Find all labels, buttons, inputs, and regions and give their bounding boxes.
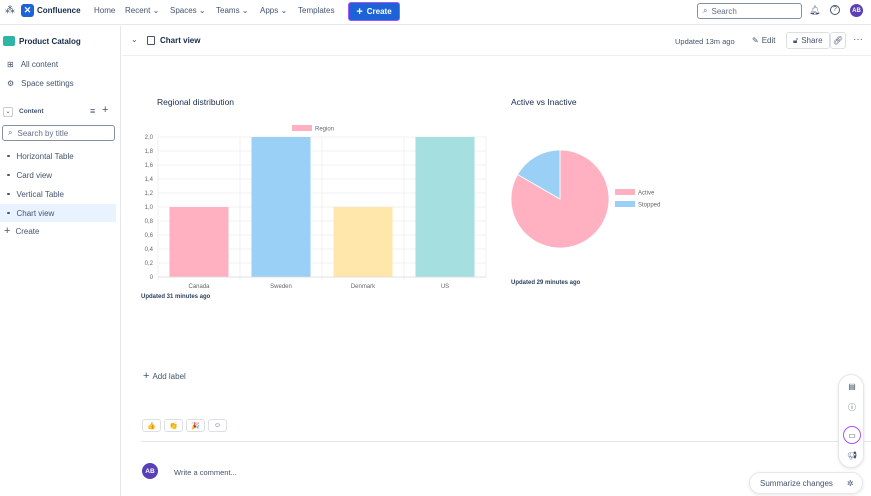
- collapse-chevron-icon[interactable]: ⌄: [3, 107, 13, 117]
- y-tick-label: 0,8: [145, 219, 154, 225]
- help-icon[interactable]: ?: [830, 5, 840, 15]
- sidebar-page-card-view[interactable]: Card view: [0, 166, 116, 184]
- reaction-clap[interactable]: 👏: [164, 419, 183, 432]
- plus-icon: +: [143, 370, 150, 382]
- confluence-logo-icon[interactable]: ✕: [21, 4, 34, 17]
- copy-link-button[interactable]: 🔗︎: [830, 32, 846, 49]
- more-options-icon[interactable]: ···: [853, 34, 863, 45]
- bell-icon[interactable]: 🔔︎: [809, 5, 821, 15]
- lock-icon: 🔓︎: [793, 35, 799, 45]
- chevron-down-icon[interactable]: ⌄: [131, 35, 138, 44]
- y-tick-label: 2,0: [145, 135, 154, 141]
- content-label: Content: [19, 108, 44, 115]
- nav-spaces[interactable]: Spaces ⌄: [170, 6, 206, 15]
- x-tick-label: Sweden: [270, 284, 292, 290]
- comment-input[interactable]: Write a comment...: [174, 468, 237, 477]
- edit-icon: ✎: [752, 36, 759, 45]
- comment-avatar: AB: [142, 463, 158, 479]
- bar-canada: [169, 207, 229, 277]
- y-tick-label: 0: [150, 275, 154, 281]
- reaction-party[interactable]: 🎉: [186, 419, 205, 432]
- reaction-thumbs-up[interactable]: 👍: [142, 419, 161, 432]
- sidebar-item-all-content[interactable]: ⊞ All content: [7, 59, 59, 69]
- x-tick-label: Denmark: [351, 284, 376, 290]
- legend-label: Stopped: [638, 203, 660, 209]
- legend-swatch: [615, 201, 635, 207]
- nav-templates[interactable]: Templates: [298, 6, 335, 15]
- sidebar-page-vertical-table[interactable]: Vertical Table: [0, 185, 116, 203]
- gear-icon: ⚙: [7, 78, 15, 88]
- sidebar-item-space-settings[interactable]: ⚙ Space settings: [7, 78, 74, 88]
- sidebar-create[interactable]: + Create: [4, 225, 40, 237]
- page-title: Chart view: [160, 36, 201, 45]
- right-action-rail: ▤ ⓘ ▭ 📢︎: [838, 374, 864, 468]
- plus-icon: +: [356, 5, 363, 18]
- bar-chart-updated: Updated 31 minutes ago: [141, 294, 211, 300]
- x-tick-label: Canada: [188, 284, 210, 290]
- nav-home[interactable]: Home: [94, 6, 116, 15]
- edit-button[interactable]: ✎ Edit: [752, 36, 776, 45]
- nav-recent[interactable]: Recent ⌄: [125, 6, 160, 15]
- search-icon: ⌕: [703, 6, 708, 15]
- add-content-icon[interactable]: +: [102, 104, 109, 116]
- app-switcher-icon[interactable]: ⁂: [5, 5, 15, 16]
- add-label-button[interactable]: + Add label: [143, 370, 186, 382]
- bar-us: [415, 137, 475, 277]
- legend-label: Active: [638, 191, 655, 197]
- y-tick-label: 1,8: [145, 149, 154, 155]
- y-tick-label: 1,6: [145, 163, 154, 169]
- y-tick-label: 0,6: [145, 233, 154, 239]
- page-icon: [147, 36, 155, 45]
- legend-label: Region: [315, 127, 334, 133]
- space-name[interactable]: Product Catalog: [19, 37, 81, 46]
- bullet-icon: [7, 154, 10, 158]
- plus-icon: +: [4, 225, 11, 237]
- share-button[interactable]: 🔓︎ Share: [786, 32, 830, 49]
- sidebar: Product Catalog ⊞ All content ⚙ Space sett…: [0, 26, 121, 496]
- y-tick-label: 1,4: [145, 177, 154, 183]
- bullet-icon: [7, 192, 10, 196]
- bar-chart-title: Regional distribution: [157, 97, 235, 107]
- y-tick-label: 1,2: [145, 191, 154, 197]
- sidebar-page-chart-view[interactable]: Chart view: [0, 204, 116, 222]
- page-header: ⌄ Chart view Updated 13m ago ✎ Edit 🔓︎ Sha…: [122, 27, 871, 56]
- video-icon[interactable]: ▭: [843, 426, 861, 444]
- legend-swatch: [292, 125, 312, 131]
- pie-chart-updated: Updated 29 minutes ago: [511, 280, 581, 286]
- sparkle-icon: ✲: [846, 478, 854, 488]
- y-tick-label: 0,4: [145, 247, 154, 253]
- pie-chart-title: Active vs Inactive: [511, 97, 577, 107]
- divider: [141, 441, 871, 442]
- bar-denmark: [333, 207, 393, 277]
- top-navigation: ⁂ ✕ Confluence Home Recent ⌄ Spaces ⌄ Te…: [0, 0, 871, 25]
- bullet-icon: [7, 173, 10, 177]
- link-icon: 🔗︎: [832, 36, 844, 45]
- legend-swatch: [615, 189, 635, 195]
- space-icon: [3, 36, 15, 46]
- nav-apps[interactable]: Apps ⌄: [260, 6, 288, 15]
- search-input[interactable]: ⌕ Search: [697, 3, 802, 19]
- y-tick-label: 1,0: [145, 205, 154, 211]
- updated-time: Updated 13m ago: [675, 37, 735, 46]
- create-button[interactable]: + Create: [348, 2, 400, 21]
- y-tick-label: 0,2: [145, 261, 154, 267]
- pie-slice-stopped: [517, 149, 561, 200]
- sidebar-page-horizontal-table[interactable]: Horizontal Table: [0, 147, 116, 165]
- bullet-icon: [7, 211, 10, 215]
- nav-teams[interactable]: Teams ⌄: [216, 6, 249, 15]
- app-name[interactable]: Confluence: [37, 6, 81, 15]
- bar-sweden: [251, 137, 311, 277]
- avatar[interactable]: AB: [850, 4, 863, 17]
- summarize-changes-button[interactable]: Summarize changes ✲: [749, 472, 863, 494]
- add-reaction-icon[interactable]: ☺: [208, 419, 227, 432]
- x-tick-label: US: [441, 284, 449, 290]
- info-icon[interactable]: ⓘ: [848, 402, 856, 412]
- comment-icon[interactable]: ▤: [848, 381, 856, 391]
- grid-icon: ⊞: [7, 59, 14, 69]
- search-icon: ⌕: [8, 128, 13, 137]
- search-by-title-input[interactable]: ⌕ Search by title: [2, 125, 115, 141]
- filter-icon[interactable]: ≡: [90, 106, 96, 116]
- megaphone-icon[interactable]: 📢︎: [846, 450, 858, 460]
